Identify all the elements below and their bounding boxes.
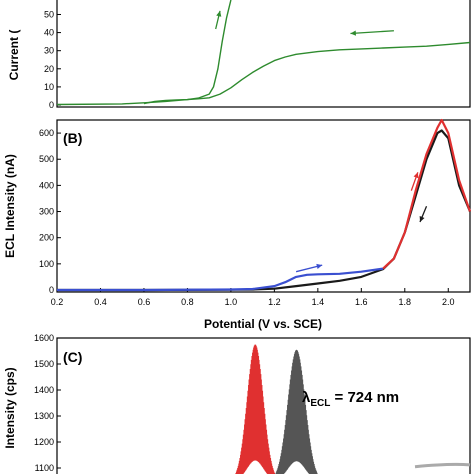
panel-a-frame [56, 0, 471, 108]
panel-b-xtick-label: 0.2 [51, 297, 64, 307]
panel-b-xtick-label: 1.0 [225, 297, 238, 307]
panel-b-label: (B) [63, 130, 82, 146]
panel-b-xtick-label: 1.6 [355, 297, 368, 307]
panel-c-tail [414, 462, 471, 469]
panel-b-forward-trace-blue [57, 267, 384, 292]
panel-a-ytick-label: 50 [44, 9, 54, 19]
panel-c-y-axis-title: Intensity (cps) [3, 367, 17, 448]
panel-b: (B) 0 100 200 300 400 500 600 0.2 0.4 0.6 0.8 1.0 1… [3, 118, 472, 331]
panel-a-ytick-label: 30 [44, 46, 54, 56]
panel-b-xtick-label: 0.8 [181, 297, 194, 307]
panel-c-spectrum-red [235, 344, 276, 474]
panel-c-ytick-label: 1200 [34, 437, 54, 447]
panel-b-ytick-label: 0 [49, 285, 54, 295]
panel-b-y-axis-title: ECL Intensity (nA) [3, 154, 17, 258]
panel-c-ytick-label: 1500 [34, 359, 54, 369]
lambda-subscript: ECL [310, 398, 330, 409]
panel-c-ytick-label: 1300 [34, 411, 54, 421]
panel-b-arrow-2-head [419, 216, 425, 222]
panel-a-y-axis-title: Current ( [7, 30, 21, 81]
panel-b-ytick-label: 300 [39, 207, 54, 217]
panel-b-arrow-0-head [316, 263, 323, 269]
panel-a-ytick-label: 0 [49, 100, 54, 110]
panel-c-label: (C) [63, 349, 82, 365]
panel-b-y-ticks: 0 100 200 300 400 500 600 [39, 128, 61, 295]
panel-c-ytick-label: 1600 [34, 333, 54, 343]
panel-a-cv-forward [56, 0, 232, 106]
panel-b-xtick-label: 0.4 [94, 297, 107, 307]
panel-b-reverse-trace-black [57, 129, 472, 292]
panel-b-forward-trace-red [382, 118, 472, 270]
panel-b-xtick-label: 1.4 [312, 297, 325, 307]
panel-c-plot [235, 344, 471, 474]
panel-b-arrow-1-head [413, 172, 419, 179]
panel-c: (C) 1100 1200 1300 1400 1500 1600 Intensity (… [3, 333, 471, 474]
panel-b-ytick-label: 600 [39, 128, 54, 138]
panel-a-cv-reverse [143, 41, 471, 105]
panel-a-arrow-up-head [216, 10, 222, 17]
panel-a-ytick-label: 10 [44, 82, 54, 92]
panel-a-plot [56, 0, 471, 106]
panel-b-ytick-label: 100 [39, 259, 54, 269]
panel-c-spectrum-gray [275, 349, 319, 474]
panel-c-y-ticks: 1100 1200 1300 1400 1500 1600 [34, 333, 61, 473]
panel-a-arrow-left-head [350, 30, 357, 36]
panel-b-xtick-label: 0.6 [138, 297, 151, 307]
panel-b-ytick-label: 400 [39, 180, 54, 190]
panel-a: 0 10 20 30 40 50 Current ( [7, 0, 471, 110]
panel-b-xtick-label: 2.0 [442, 297, 455, 307]
panel-c-annotation: λECL = 724 nm [302, 389, 399, 409]
panel-b-frame [56, 119, 471, 293]
lambda-symbol: λ [302, 389, 311, 406]
panel-c-ytick-label: 1100 [35, 463, 54, 473]
panel-a-ytick-label: 20 [44, 64, 54, 74]
panel-b-ytick-label: 200 [39, 233, 54, 243]
panel-b-x-axis-title: Potential (V vs. SCE) [204, 317, 322, 331]
panel-a-y-ticks: 0 10 20 30 40 50 [44, 9, 61, 110]
panel-c-frame [56, 337, 471, 474]
panel-b-ytick-label: 500 [39, 154, 54, 164]
panel-c-ytick-label: 1400 [34, 385, 54, 395]
panel-a-arrow-left-shaft [350, 30, 394, 35]
panel-b-x-ticks: 0.2 0.4 0.6 0.8 1.0 1.2 1.4 1.6 1.8 2.0 [51, 288, 455, 307]
panel-b-xtick-label: 1.8 [399, 297, 412, 307]
panel-b-plot [57, 118, 472, 292]
panel-b-xtick-label: 1.2 [268, 297, 281, 307]
panel-a-ytick-label: 40 [44, 28, 54, 38]
lambda-value: = 724 nm [330, 389, 399, 406]
